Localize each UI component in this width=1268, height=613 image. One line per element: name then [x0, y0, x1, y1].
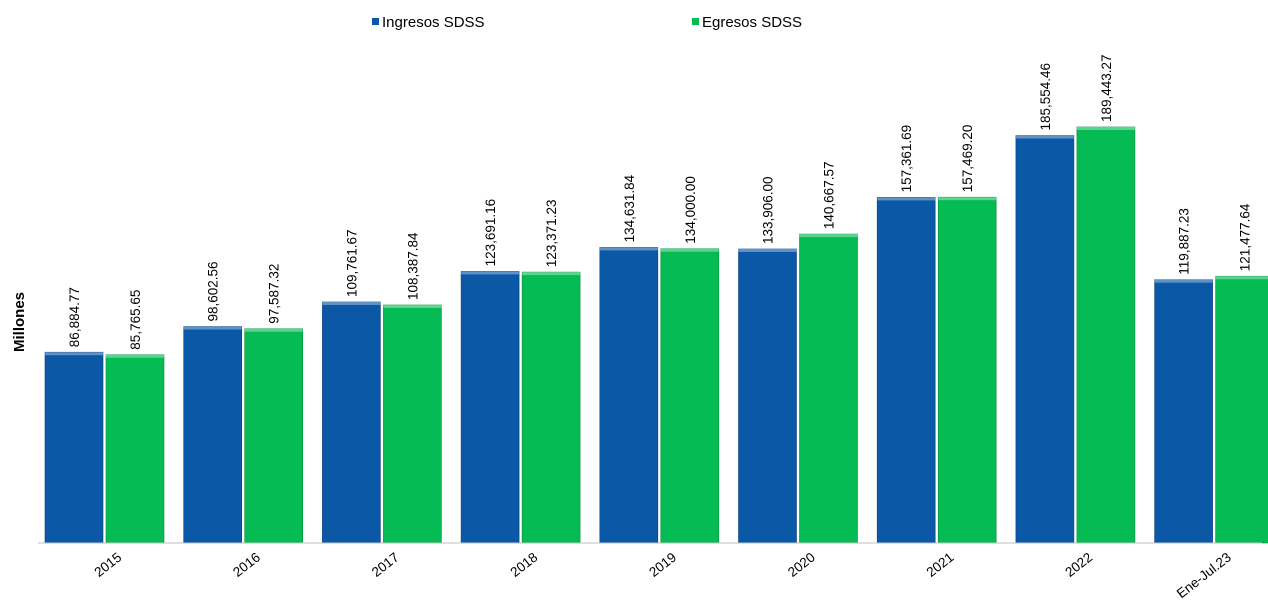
data-label: 133,906.00 — [761, 176, 776, 244]
data-label: 121,477.64 — [1238, 203, 1253, 271]
bar-top-highlight — [522, 272, 581, 276]
bar-ingresos-2016 — [183, 326, 242, 544]
bar-ingresos-Ene-Jul.23 — [1154, 279, 1213, 544]
bar-egresos-2021 — [937, 196, 997, 544]
bar-top-highlight — [877, 197, 936, 201]
x-tick-label: Ene-Jul.23 — [1174, 550, 1234, 602]
bar-top-highlight — [799, 234, 858, 238]
x-tick-label: 2017 — [369, 550, 402, 580]
bar-ingresos-2022 — [1015, 135, 1075, 544]
bar-top-highlight — [383, 305, 442, 308]
bar-ingresos-2020 — [738, 248, 797, 544]
data-label: 134,631.84 — [622, 174, 637, 242]
bar-egresos-2020 — [799, 233, 858, 544]
bar-egresos-2017 — [383, 304, 442, 544]
bars-group — [44, 126, 1268, 544]
bar-top-highlight — [183, 326, 242, 330]
data-label: 97,587.32 — [267, 264, 282, 324]
bar-top-highlight — [1076, 127, 1135, 130]
data-label: 140,667.57 — [822, 162, 837, 230]
legend-swatch — [372, 18, 379, 25]
data-label: 157,469.20 — [960, 125, 975, 193]
bar-ingresos-2018 — [460, 271, 520, 544]
x-tick-label: 2019 — [646, 550, 679, 580]
bar-ingresos-2019 — [599, 247, 659, 544]
bar-top-highlight — [660, 248, 719, 252]
x-tick-label: 2021 — [924, 550, 957, 580]
x-tick-label: 2022 — [1062, 550, 1095, 580]
bar-egresos-2016 — [244, 328, 303, 544]
data-label: 108,387.84 — [405, 232, 420, 300]
y-axis-label: Millones — [11, 292, 28, 352]
x-tick-label: 2020 — [785, 550, 818, 580]
bar-egresos-2019 — [660, 248, 720, 544]
bar-top-highlight — [738, 249, 797, 252]
bar-top-highlight — [244, 328, 303, 332]
legend: Ingresos SDSS Egresos SDSS — [372, 14, 802, 31]
data-label: 98,602.56 — [206, 261, 221, 321]
data-label: 157,361.69 — [899, 125, 914, 193]
x-tick-label: 2018 — [508, 550, 541, 580]
bar-ingresos-2017 — [322, 301, 381, 544]
bar-top-highlight — [45, 352, 103, 356]
legend-label: Egresos SDSS — [702, 14, 802, 31]
data-label: 109,761.67 — [344, 229, 359, 297]
data-label: 119,887.23 — [1177, 208, 1192, 275]
x-tick-label: 2016 — [230, 550, 263, 580]
bar-egresos-2015 — [105, 354, 165, 544]
data-label: 134,000.00 — [683, 176, 698, 244]
bar-top-highlight — [1215, 276, 1268, 280]
x-tick-label: 2015 — [91, 550, 124, 580]
bar-top-highlight — [938, 197, 997, 201]
data-label: 123,691.16 — [483, 199, 498, 267]
bar-top-highlight — [322, 302, 381, 305]
bar-top-highlight — [461, 271, 520, 275]
bar-egresos-Ene-Jul.23 — [1215, 275, 1268, 544]
bar-egresos-2022 — [1076, 126, 1136, 544]
data-label: 85,765.65 — [128, 290, 143, 350]
data-label: 123,371.23 — [544, 200, 559, 268]
bar-egresos-2018 — [521, 271, 581, 544]
value-labels-group: 86,884.77 85,765.65 98,602.56 97,587.32 109,… — [67, 54, 1253, 349]
bar-ingresos-2015 — [44, 351, 104, 544]
data-label: 86,884.77 — [67, 287, 82, 347]
bar-top-highlight — [1154, 279, 1213, 283]
data-label: 189,443.27 — [1099, 54, 1114, 122]
bar-top-highlight — [1015, 135, 1074, 139]
legend-label: Ingresos SDSS — [382, 14, 485, 31]
bar-top-highlight — [599, 247, 658, 251]
legend-swatch — [692, 18, 699, 25]
bar-top-highlight — [106, 354, 164, 358]
bar-ingresos-2021 — [876, 197, 936, 544]
x-tick-labels-group: 2015 2016 2017 2018 2019 2020 2021 2022 Ene-Jul.… — [91, 550, 1234, 602]
data-label: 185,554.46 — [1038, 63, 1053, 131]
